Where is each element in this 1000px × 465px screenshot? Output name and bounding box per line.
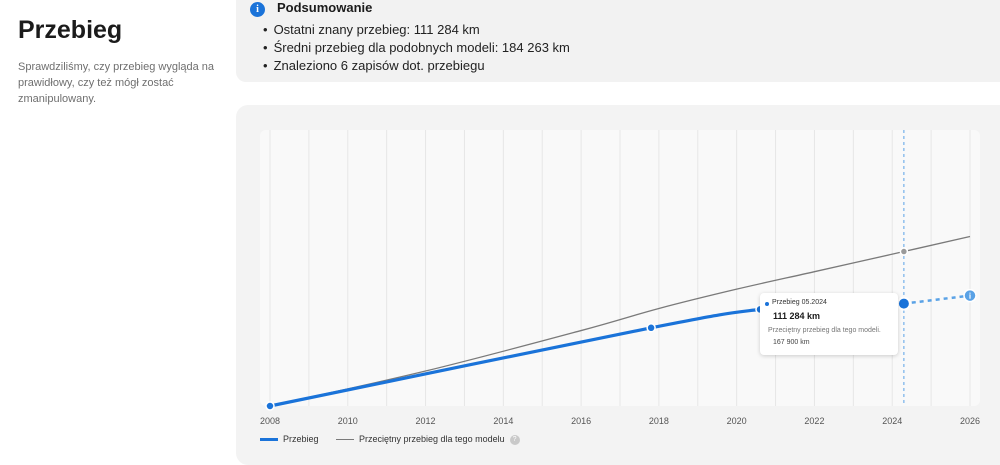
mileage-point-1[interactable] bbox=[646, 323, 656, 333]
summary-box: i Podsumowanie Ostatni znany przebieg: 1… bbox=[236, 0, 1000, 82]
summary-item-last-mileage: Ostatni znany przebieg: 111 284 km bbox=[263, 21, 570, 39]
x-tick-label-2016: 2016 bbox=[571, 416, 591, 426]
legend-label-mileage: Przebieg bbox=[283, 434, 319, 444]
x-tick-label-2018: 2018 bbox=[649, 416, 669, 426]
section-description: Sprawdziliśmy, czy przebieg wygląda na p… bbox=[18, 61, 215, 105]
section-title: Przebieg bbox=[18, 16, 123, 44]
x-tick-label-2012: 2012 bbox=[416, 416, 436, 426]
summary-list: Ostatni znany przebieg: 111 284 km Średn… bbox=[263, 21, 570, 75]
summary-title: Podsumowanie bbox=[277, 0, 373, 15]
mileage-point-0[interactable] bbox=[265, 401, 275, 411]
x-tick-label-2014: 2014 bbox=[493, 416, 513, 426]
tooltip-average-value: 167 900 km bbox=[773, 339, 810, 346]
tooltip-value: 111 284 km bbox=[773, 311, 821, 321]
x-tick-label-2026: 2026 bbox=[960, 416, 980, 426]
mileage-chart: 2008 2010 2012 2014 2016 2018 2020 2022 2024 2026… bbox=[260, 130, 980, 426]
average-point-current[interactable] bbox=[899, 247, 909, 256]
info-icon: i bbox=[250, 2, 265, 17]
forecast-info-point[interactable] bbox=[963, 288, 977, 303]
legend-label-average: Przeciętny przebieg dla tego modelu bbox=[359, 434, 505, 444]
x-tick-label-2024: 2024 bbox=[882, 416, 902, 426]
legend-item-mileage[interactable]: Przebieg bbox=[260, 434, 319, 444]
tooltip-dot bbox=[765, 302, 769, 306]
legend-item-average[interactable]: Przeciętny przebieg dla tego modelu? bbox=[336, 434, 520, 445]
x-tick-label-2010: 2010 bbox=[338, 416, 358, 426]
x-tick-label-2020: 2020 bbox=[727, 416, 747, 426]
section-header: Przebieg Sprawdziliśmy, czy przebieg wyg… bbox=[18, 16, 218, 107]
series-line-forecast bbox=[903, 294, 971, 305]
mileage-point-5[interactable] bbox=[896, 296, 911, 311]
chart-tooltip: Przebieg 05.2024 111 284 km Przeciętny p… bbox=[760, 293, 898, 355]
forecast-info-icon: i bbox=[969, 292, 972, 301]
legend-swatch-average bbox=[336, 439, 354, 441]
help-icon[interactable]: ? bbox=[509, 434, 520, 445]
tooltip-label: Przebieg 05.2024 bbox=[772, 299, 827, 306]
summary-item-records-count: Znaleziono 6 zapisów dot. przebiegu bbox=[263, 57, 570, 75]
summary-item-average-mileage: Średni przebieg dla podobnych modeli: 18… bbox=[263, 39, 570, 57]
x-tick-label-2008: 2008 bbox=[260, 416, 280, 426]
legend-swatch-mileage bbox=[260, 438, 278, 442]
x-tick-label-2022: 2022 bbox=[804, 416, 824, 426]
tooltip-average-label: Przeciętny przebieg dla tego modeli. bbox=[768, 327, 881, 334]
series-line-average bbox=[269, 235, 971, 407]
